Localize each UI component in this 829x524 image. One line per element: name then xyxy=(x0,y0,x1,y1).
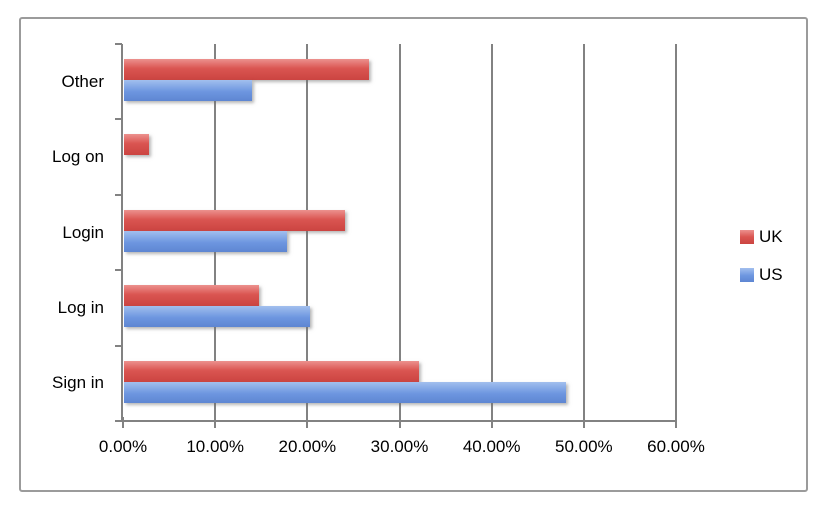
x-axis-tick xyxy=(122,417,124,428)
x-axis-tick-label: 20.00% xyxy=(278,437,337,456)
x-axis-tick-label: 0.00% xyxy=(98,437,148,456)
y-axis-tick xyxy=(115,344,122,347)
x-axis-tick xyxy=(490,417,493,428)
category-label-login: Login xyxy=(62,222,104,242)
x-axis-tick-label: 40.00% xyxy=(462,437,521,456)
legend-label-us: US xyxy=(759,265,783,284)
gridline xyxy=(582,44,585,421)
category-label-other: Other xyxy=(61,71,104,91)
gridline xyxy=(306,44,309,421)
category-label-log-in: Log in xyxy=(57,297,104,317)
y-axis-tick xyxy=(115,193,122,196)
legend-item-uk: UK xyxy=(740,228,783,246)
gridline xyxy=(675,44,677,421)
x-axis-tick-label: 50.00% xyxy=(554,437,613,456)
y-axis-tick xyxy=(115,269,122,272)
bar-us-sign-in xyxy=(124,381,567,403)
bar-uk-log-in xyxy=(124,285,259,307)
legend-label-uk: UK xyxy=(759,227,783,246)
gridline xyxy=(490,44,493,421)
bar-us-log-in xyxy=(124,306,311,328)
bar-uk-login xyxy=(124,209,346,231)
legend-swatch-us xyxy=(740,268,754,282)
y-axis xyxy=(121,44,123,421)
bar-us-other xyxy=(124,80,253,101)
x-axis-tick xyxy=(582,417,585,428)
x-axis-tick xyxy=(675,417,677,428)
legend-swatch-uk xyxy=(740,230,754,244)
category-label-sign-in: Sign in xyxy=(52,373,104,393)
y-axis-tick xyxy=(115,118,122,121)
bar-uk-log-on xyxy=(124,134,149,156)
gridline xyxy=(398,44,401,421)
x-axis-tick xyxy=(398,417,401,428)
x-axis-tick-label: 60.00% xyxy=(647,437,705,456)
bar-uk-other xyxy=(124,59,370,80)
category-label-log-on: Log on xyxy=(52,147,104,167)
x-axis-tick-label: 30.00% xyxy=(370,437,429,456)
y-axis-tick xyxy=(115,43,122,45)
x-axis xyxy=(115,420,677,422)
x-axis-tick xyxy=(306,417,309,428)
legend-item-us: US xyxy=(740,266,783,284)
bar-uk-sign-in xyxy=(124,360,419,382)
x-axis-tick xyxy=(214,417,217,428)
bar-us-login xyxy=(124,230,288,252)
x-axis-tick-label: 10.00% xyxy=(186,437,244,456)
